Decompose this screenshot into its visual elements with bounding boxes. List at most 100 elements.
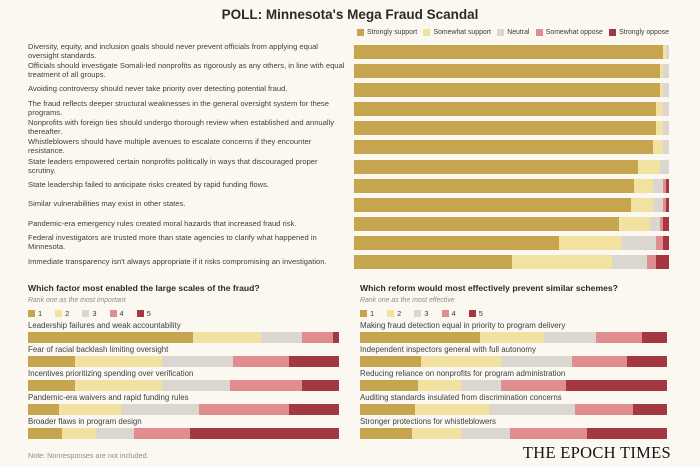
row-label: Immediate transparency isn't always appr… bbox=[28, 256, 327, 266]
bar-segment-4 bbox=[133, 428, 190, 439]
bar-segment-2 bbox=[656, 121, 663, 136]
bar-segment-4 bbox=[662, 197, 666, 212]
bar-segment-5 bbox=[189, 428, 339, 439]
bar-segment-1 bbox=[354, 44, 663, 59]
row-label: Making fraud detection equal in priority… bbox=[360, 320, 566, 330]
bar-segment-2 bbox=[656, 102, 663, 117]
legend-label: 5 bbox=[478, 308, 483, 318]
legend-item: Somewhat oppose bbox=[535, 29, 603, 36]
factors-chart: Leadership failures and weak accountabil… bbox=[28, 321, 339, 439]
legend-swatch-icon bbox=[423, 29, 431, 36]
bar-segment-2 bbox=[558, 236, 622, 251]
bar-segment-5 bbox=[662, 216, 669, 231]
chart-row: Reducing reliance on nonprofits for prog… bbox=[360, 368, 667, 391]
legend-item: 1 bbox=[360, 309, 374, 318]
stacked-bar bbox=[28, 356, 339, 367]
row-label: Federal investigators are trusted more t… bbox=[28, 233, 317, 252]
bar-segment-1 bbox=[28, 380, 75, 391]
legend-item: 2 bbox=[387, 309, 401, 318]
bar-segment-2 bbox=[659, 63, 663, 78]
factors-title: Which factor most enabled the large scal… bbox=[28, 283, 260, 293]
legend-swatch-icon bbox=[535, 29, 543, 36]
bar-segment-5 bbox=[633, 404, 667, 415]
bar-segment-5 bbox=[662, 236, 669, 251]
bar-segment-4 bbox=[571, 356, 628, 367]
legend-swatch-icon bbox=[109, 309, 117, 317]
row-label: The fraud reflects deeper structural wea… bbox=[28, 99, 329, 118]
legend-label: Strongly support bbox=[367, 29, 418, 36]
bar-segment-3 bbox=[612, 255, 647, 270]
row-label: Pandemic-era emergency rules created mor… bbox=[28, 218, 297, 228]
bar-segment-3 bbox=[121, 404, 200, 415]
stacked-bar bbox=[28, 380, 339, 391]
bar-segment-1 bbox=[354, 236, 559, 251]
bar-segment-4 bbox=[510, 428, 588, 439]
bar-segment-2 bbox=[421, 356, 502, 367]
bar-segment-3 bbox=[662, 82, 669, 97]
bar-segment-4 bbox=[230, 380, 302, 391]
bar-segment-4 bbox=[656, 236, 663, 251]
chart-row: Pandemic-era waivers and rapid funding r… bbox=[28, 392, 339, 415]
chart-row: Diversity, equity, and inclusion goals s… bbox=[28, 42, 669, 61]
bar-segment-2 bbox=[479, 332, 545, 343]
bar-segment-3 bbox=[261, 332, 302, 343]
legend-item: 2 bbox=[55, 309, 69, 318]
row-label: Stronger protections for whistleblowers bbox=[360, 416, 496, 426]
stacked-bar bbox=[354, 82, 669, 97]
stacked-bar bbox=[354, 255, 669, 270]
stacked-bar bbox=[354, 102, 669, 117]
row-label: Incentives prioritizing spending over ve… bbox=[28, 368, 194, 378]
bar-segment-3 bbox=[161, 380, 231, 391]
bar-segment-2 bbox=[59, 404, 122, 415]
legend-item: 5 bbox=[136, 309, 151, 318]
legend-item: 1 bbox=[28, 309, 42, 318]
chart-row: Auditing standards insulated from discri… bbox=[360, 392, 667, 415]
chart-row: State leaders empowered certain nonprofi… bbox=[28, 157, 669, 176]
legend-swatch-icon bbox=[357, 29, 364, 36]
legend-swatch-icon bbox=[360, 309, 367, 317]
bar-segment-4 bbox=[301, 332, 333, 343]
chart-row: Stronger protections for whistleblowers bbox=[360, 416, 667, 439]
stacked-bar bbox=[360, 380, 667, 391]
stacked-bar bbox=[360, 428, 667, 439]
bar-segment-2 bbox=[74, 356, 162, 367]
bar-segment-1 bbox=[360, 404, 416, 415]
legend-label: 3 bbox=[424, 308, 429, 318]
bar-segment-2 bbox=[511, 255, 613, 270]
bar-segment-1 bbox=[354, 63, 660, 78]
chart-row: Federal investigators are trusted more t… bbox=[28, 233, 669, 253]
bar-segment-5 bbox=[301, 380, 339, 391]
chart-row: Nonprofits with foreign ties should unde… bbox=[28, 118, 669, 138]
reforms-section: Which reform would most effectively prev… bbox=[360, 283, 667, 439]
bar-segment-3 bbox=[96, 428, 134, 439]
row-label: Officials should investigate Somali-led … bbox=[28, 60, 345, 79]
legend-item: 5 bbox=[468, 308, 483, 318]
stacked-bar bbox=[360, 404, 667, 415]
legend-item: Neutral bbox=[497, 29, 529, 36]
legend-swatch-icon bbox=[55, 309, 63, 317]
factors-rank-legend: 1 2 3 4 5 bbox=[28, 309, 339, 318]
bar-segment-4 bbox=[646, 255, 657, 270]
bar-segment-5 bbox=[656, 255, 669, 270]
chart-row: Incentives prioritizing spending over ve… bbox=[28, 368, 339, 391]
factors-section: Which factor most enabled the large scal… bbox=[28, 283, 339, 439]
bar-segment-1 bbox=[354, 255, 512, 270]
bar-segment-3 bbox=[665, 44, 669, 59]
chart-row: Immediate transparency isn't always appr… bbox=[28, 253, 669, 272]
stacked-bar bbox=[28, 404, 339, 415]
chart-row: Officials should investigate Somali-led … bbox=[28, 61, 669, 80]
row-label: Reducing reliance on nonprofits for prog… bbox=[360, 368, 566, 378]
bar-segment-1 bbox=[28, 428, 63, 439]
legend-swatch-icon bbox=[609, 29, 617, 36]
row-label: Pandemic-era waivers and rapid funding r… bbox=[28, 392, 189, 402]
bar-segment-1 bbox=[360, 380, 419, 391]
bar-segment-3 bbox=[662, 63, 669, 78]
row-label: Nonprofits with foreign ties should unde… bbox=[28, 118, 335, 137]
chart-row: Avoiding controversy should never take p… bbox=[28, 80, 669, 99]
reforms-rank-legend: 1 2 3 4 5 bbox=[360, 309, 667, 318]
bar-segment-3 bbox=[461, 380, 502, 391]
row-label: Auditing standards insulated from discri… bbox=[360, 392, 562, 402]
legend-item: 4 bbox=[441, 309, 456, 318]
bar-segment-5 bbox=[289, 356, 339, 367]
chart-row: Pandemic-era emergency rules created mor… bbox=[28, 214, 669, 233]
